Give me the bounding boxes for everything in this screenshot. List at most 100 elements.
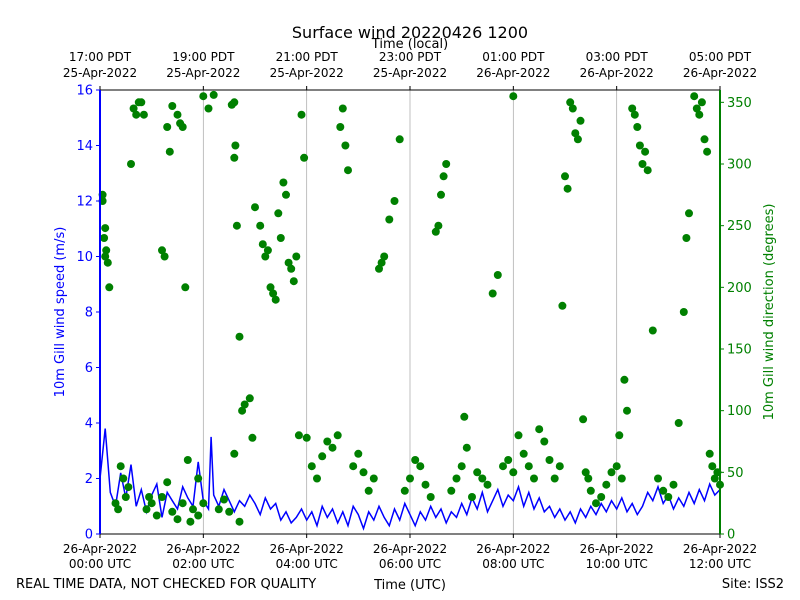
direction-point [568, 104, 577, 113]
y-right-tick-label: 250 [727, 219, 752, 234]
direction-point [530, 474, 538, 483]
direction-point [292, 252, 301, 261]
direction-series [98, 90, 724, 526]
top-tick-label-time: 17:00 PDT [69, 50, 132, 64]
grid-layer [202, 90, 618, 534]
direction-point [703, 147, 712, 156]
direction-point [566, 98, 575, 107]
direction-point [287, 264, 296, 273]
direction-point [230, 449, 239, 458]
direction-point [623, 406, 631, 415]
direction-point [499, 462, 507, 471]
top-tick-label-date: 25-Apr-2022 [63, 66, 137, 80]
direction-point [421, 480, 430, 489]
direction-point [220, 495, 228, 504]
direction-point [581, 468, 590, 477]
y-left-tick-label: 12 [76, 195, 93, 210]
top-tick-label-time: 01:00 PDT [482, 50, 545, 64]
direction-point [369, 474, 378, 483]
direction-point [416, 462, 425, 471]
direction-point [199, 499, 208, 508]
direction-point [452, 474, 461, 483]
direction-point [344, 166, 352, 175]
x-tick-label-time: 06:00 UTC [379, 557, 441, 571]
direction-point [168, 507, 177, 516]
direction-point [659, 486, 668, 495]
direction-point [395, 135, 404, 144]
direction-point [439, 172, 448, 181]
direction-point [181, 283, 190, 292]
direction-point [643, 166, 652, 175]
direction-point [514, 431, 523, 440]
y-left-tick-label: 10 [76, 250, 93, 265]
top-tick-label-date: 26-Apr-2022 [476, 66, 550, 80]
direction-point [261, 252, 270, 261]
x-tick-label-date: 26-Apr-2022 [63, 542, 137, 556]
direction-point [488, 289, 497, 298]
direction-point [333, 431, 342, 440]
direction-point [692, 104, 701, 113]
direction-point [561, 172, 569, 181]
direction-point [173, 110, 182, 119]
direction-point [336, 123, 345, 131]
direction-point [633, 123, 642, 131]
direction-point [669, 480, 678, 489]
y-right-tick-label: 150 [727, 343, 752, 358]
direction-point [231, 141, 240, 150]
direction-point [364, 486, 373, 495]
direction-point [664, 493, 673, 501]
direction-point [354, 449, 363, 458]
direction-point [695, 110, 704, 119]
direction-point [328, 443, 337, 452]
direction-point [708, 462, 717, 471]
direction-point [256, 221, 265, 230]
direction-point [460, 412, 469, 421]
y-axis-label-left: 10m Gill wind speed (m/s) [53, 227, 68, 398]
direction-point [119, 474, 128, 483]
direction-point [457, 462, 466, 471]
y-left-tick-label: 6 [85, 361, 93, 376]
direction-point [628, 104, 637, 113]
direction-point [550, 474, 559, 483]
x-tick-label-time: 00:00 UTC [69, 557, 131, 571]
y-right-tick-label: 200 [727, 281, 752, 296]
y-left-tick-label: 0 [85, 528, 93, 543]
direction-point [390, 197, 399, 205]
direction-point [563, 184, 572, 193]
direction-point [271, 295, 280, 304]
direction-point [509, 468, 518, 477]
direction-point [359, 468, 368, 477]
direction-point [124, 483, 133, 492]
direction-point [103, 258, 112, 267]
direction-point [232, 221, 241, 230]
direction-point [284, 258, 293, 267]
direction-point [238, 406, 247, 415]
x-tick-label-date: 26-Apr-2022 [683, 542, 757, 556]
direction-point [462, 443, 471, 452]
direction-point [437, 190, 445, 199]
direction-point [468, 493, 476, 501]
direction-point [240, 400, 249, 409]
direction-point [178, 499, 187, 508]
y-right-tick-label: 50 [727, 466, 744, 481]
direction-point [163, 123, 172, 131]
direction-point [674, 419, 683, 427]
direction-point [307, 462, 316, 471]
direction-point [160, 252, 169, 261]
direction-point [700, 135, 709, 144]
direction-point [473, 468, 482, 477]
direction-point [121, 493, 130, 501]
top-tick-label-date: 25-Apr-2022 [270, 66, 344, 80]
direction-point [648, 326, 657, 335]
direction-point [266, 283, 275, 292]
direction-point [274, 209, 283, 218]
direction-point [152, 511, 161, 520]
direction-point [411, 456, 420, 464]
direction-point [189, 505, 197, 514]
direction-point [129, 104, 138, 113]
direction-point [214, 505, 223, 514]
direction-point [132, 110, 141, 119]
direction-point [168, 102, 177, 110]
direction-point [635, 141, 644, 150]
